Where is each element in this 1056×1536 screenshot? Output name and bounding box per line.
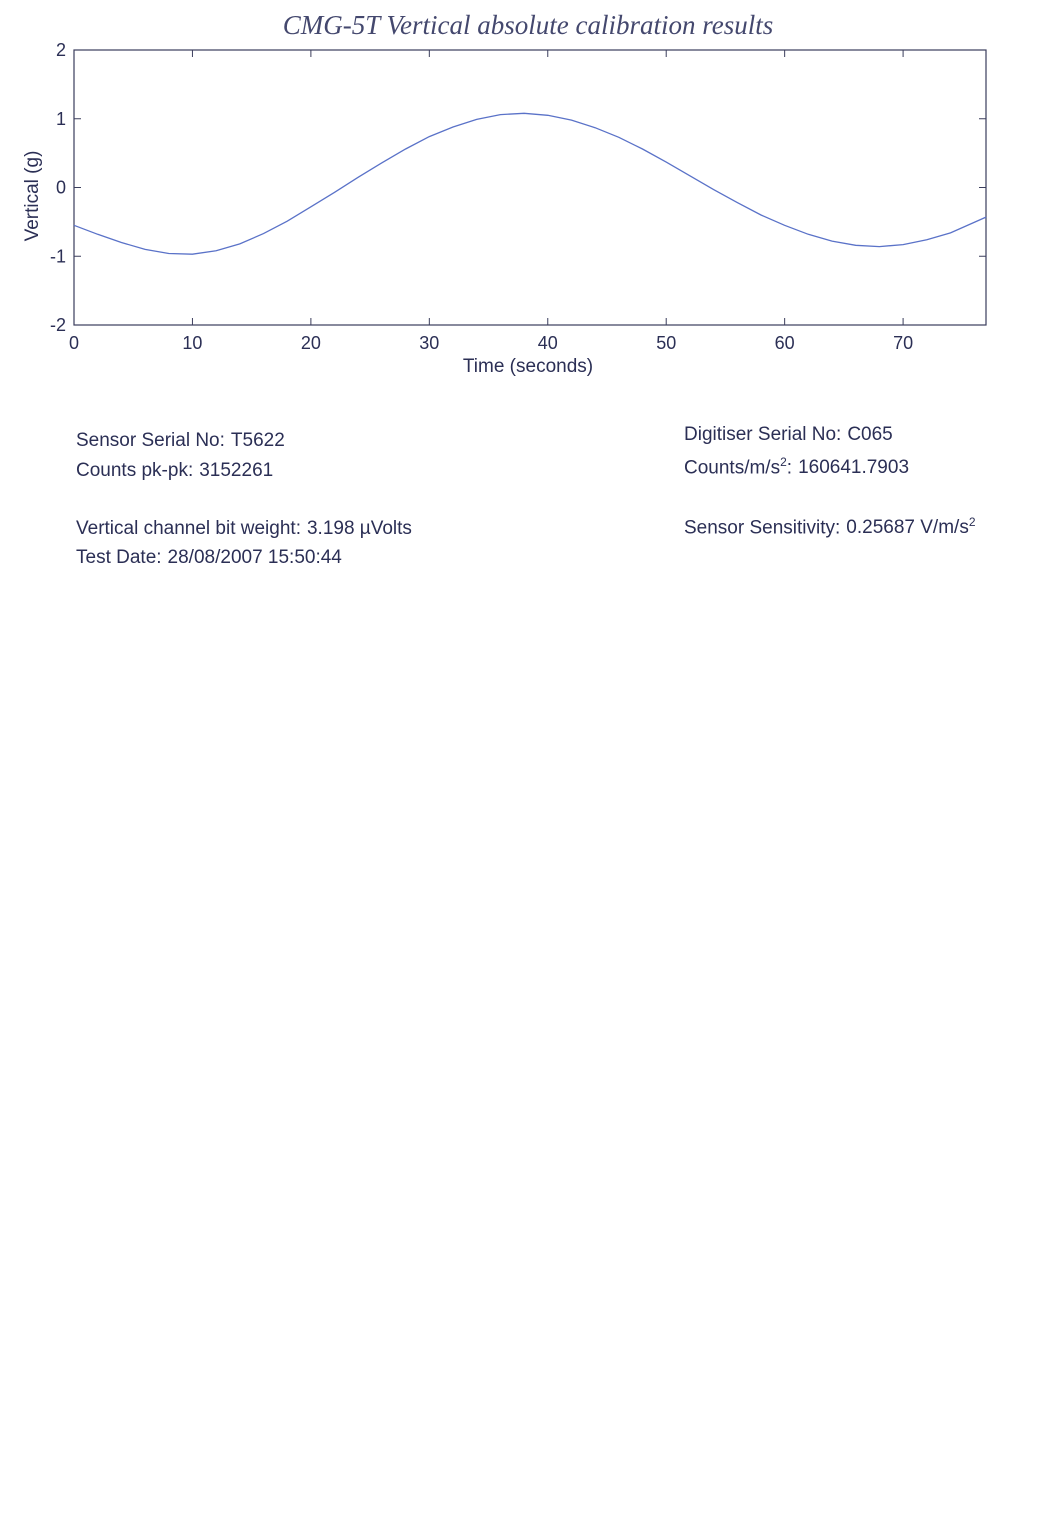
counts-pkpk-value: 3152261 [199, 460, 274, 481]
x-tick-label: 70 [893, 333, 913, 353]
test-date-line: Test Date: 28/08/2007 15:50:44 [76, 547, 342, 569]
counts-per-ms2-label-sup: 2 [780, 455, 787, 469]
tick-labels: 0 10 20 30 40 50 60 70 -2 -1 0 1 2 [50, 40, 913, 353]
calibration-chart: 0 10 20 30 40 50 60 70 -2 -1 0 1 2 Time (seconds) Ve… [22, 40, 987, 377]
x-tick-label: 0 [69, 333, 79, 353]
test-date-value: 28/08/2007 15:50:44 [167, 547, 342, 568]
counts-pkpk-line: Counts pk-pk: 3152261 [76, 460, 273, 482]
y-tick-label: -1 [50, 246, 66, 266]
bit-weight-line: Vertical channel bit weight: 3.198 µVolts [76, 518, 412, 540]
sensitivity-value-sup: 2 [968, 515, 976, 529]
sensitivity-line: Sensor Sensitivity: 0.25687 V/m/s2 [684, 515, 976, 539]
counts-per-ms2-label-base: Counts/m/s [684, 457, 781, 479]
x-tick-label: 40 [538, 333, 558, 353]
y-tick-label: 2 [56, 40, 66, 60]
x-tick-label: 30 [419, 333, 439, 353]
series-line-vertical [73, 112, 987, 255]
chart-title: CMG-5T Vertical absolute calibration res… [282, 10, 774, 40]
bit-weight-label: Vertical channel bit weight: [76, 518, 301, 539]
digitiser-serial-line: Digitiser Serial No: C065 [684, 424, 893, 446]
counts-per-ms2-line: Counts/m/s2: 160641.7903 [684, 455, 909, 479]
x-tick-label: 60 [775, 333, 795, 353]
y-axis-label: Vertical (g) [22, 151, 43, 242]
sensor-serial-label: Sensor Serial No: [76, 430, 225, 451]
x-tick-label: 50 [656, 333, 676, 353]
sensitivity-label: Sensor Sensitivity: [684, 517, 841, 539]
counts-pkpk-label: Counts pk-pk: [76, 460, 194, 481]
digitiser-serial-label: Digitiser Serial No: [684, 424, 842, 445]
counts-per-ms2-value: 160641.7903 [798, 457, 910, 479]
counts-per-ms2-label-tail: : [786, 457, 793, 479]
y-tick-label: 1 [56, 109, 66, 129]
sensitivity-value-base: 0.25687 V/m/s [846, 517, 969, 539]
x-tick-label: 20 [301, 333, 321, 353]
bit-weight-value: 3.198 µVolts [306, 518, 412, 539]
y-tick-label: 0 [56, 178, 66, 198]
sensor-serial-line: Sensor Serial No: T5622 [76, 430, 285, 452]
plot-frame [73, 49, 987, 326]
y-tick-label: -2 [50, 315, 66, 335]
x-tick-label: 10 [182, 333, 202, 353]
x-axis-label: Time (seconds) [463, 356, 593, 377]
test-date-label: Test Date: [76, 547, 162, 568]
sensor-serial-value: T5622 [230, 430, 285, 451]
digitiser-serial-value: C065 [847, 424, 893, 445]
axis-ticks [73, 49, 986, 326]
